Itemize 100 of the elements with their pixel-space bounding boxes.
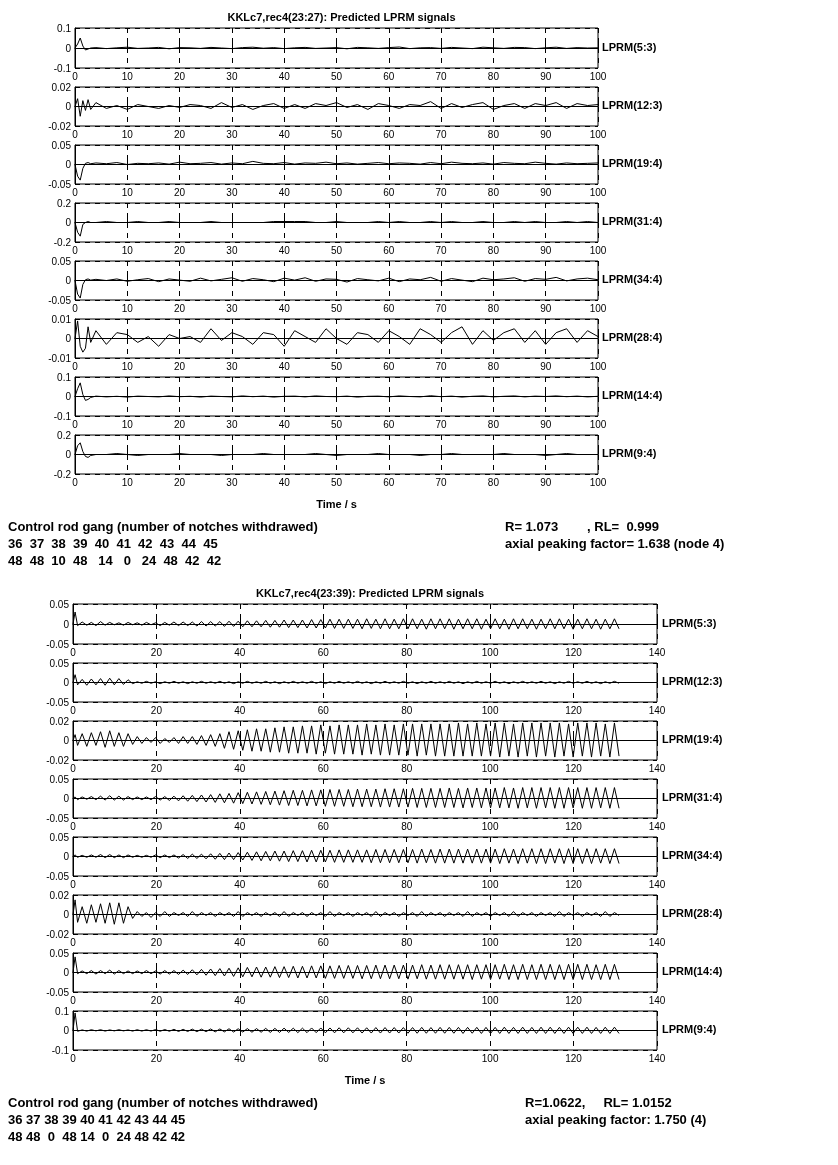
x-tick-label: 100 [589,476,607,488]
x-tick-label: 100 [589,418,607,430]
x-tick-label: 70 [435,476,448,488]
x-tick-label: 50 [330,128,343,140]
y-tick-label: -0.02 [48,120,72,132]
x-tick-label: 40 [234,1052,246,1064]
x-tick-label: 60 [383,476,395,488]
x-tick-label: 50 [330,360,343,372]
x-tick-label: 40 [234,820,246,832]
x-tick-label: 40 [234,994,246,1006]
y-tick-label: -0.05 [46,812,70,824]
y-tick-label: 0 [63,793,70,804]
y-tick-label: -0.05 [46,870,70,882]
x-tick-label: 60 [383,70,395,82]
y-tick-label: 0 [63,618,70,630]
x-tick-label: 20 [174,244,186,256]
x-tick-label: 50 [330,70,343,82]
y-tick-label: 0 [63,967,70,978]
x-tick-label: 60 [317,820,330,832]
y-tick-label: -0.05 [46,638,70,650]
x-tick-label: 100 [481,1052,499,1064]
x-tick-label: 10 [121,302,134,314]
text: 36 37 38 39 40 41 42 43 44 45 [8,1112,186,1127]
x-tick-label: 80 [487,186,500,198]
x-tick-label: 100 [481,704,499,716]
x-tick-label: 70 [435,360,448,372]
x-tick-label: 10 [121,360,134,372]
legend-label: LPRM(9:4) [602,446,657,459]
x-tick-label: 50 [330,476,343,488]
x-tick-label: 50 [330,302,343,314]
x-tick-label: 30 [226,70,238,82]
x-tick-label: 20 [150,646,163,658]
x-tick-label: 100 [589,186,607,198]
y-tick-label: 0 [65,159,72,170]
x-tick-label: 40 [278,418,291,430]
x-tick-label: 60 [317,704,330,716]
x-tick-label: 70 [435,70,448,82]
legend-label: LPRM(14:4) [602,388,663,401]
x-tick-label: 90 [540,186,552,198]
y-tick-label: 0.2 [57,429,72,441]
x-tick-label: 80 [487,128,500,140]
legend-label: LPRM(12:3) [662,674,723,687]
y-tick-label: 0.1 [57,22,72,34]
x-tick-label: 10 [121,476,134,488]
x-tick-label: 40 [278,70,291,82]
x-tick-label: 20 [150,762,163,774]
x-tick-label: 80 [487,244,500,256]
x-tick-label: 60 [383,244,395,256]
x-tick-label: 10 [121,244,134,256]
y-tick-label: -0.05 [48,178,72,190]
text: 36 37 38 39 40 41 42 43 44 45 [8,536,218,551]
x-tick-label: 120 [565,704,583,716]
y-tick-label: 0.01 [51,313,72,325]
x-tick-label: 120 [565,994,583,1006]
x-axis-title: Time / s [316,497,357,510]
y-tick-label: 0 [65,217,72,228]
x-tick-label: 20 [150,704,163,716]
y-tick-label: 0.2 [57,197,72,209]
x-tick-label: 60 [383,418,395,430]
x-tick-label: 80 [487,476,500,488]
x-tick-label: 100 [481,936,499,948]
x-tick-label: 100 [481,646,499,658]
x-tick-label: 120 [565,1052,583,1064]
x-tick-label: 20 [150,936,163,948]
x-tick-label: 40 [278,302,291,314]
x-tick-label: 10 [121,70,134,82]
legend-label: LPRM(19:4) [662,732,723,745]
x-tick-label: 90 [540,302,552,314]
x-tick-label: 100 [481,878,499,890]
x-tick-label: 40 [234,936,246,948]
x-tick-label: 100 [589,128,607,140]
x-tick-label: 20 [150,1052,163,1064]
x-tick-label: 140 [648,994,666,1006]
x-tick-label: 140 [648,762,666,774]
x-tick-label: 120 [565,936,583,948]
y-tick-label: -0.2 [53,468,72,480]
y-tick-label: 0 [65,42,72,54]
y-tick-label: 0.05 [49,773,70,785]
x-tick-label: 80 [401,1052,413,1064]
x-tick-label: 60 [383,360,395,372]
legend-label: LPRM(31:4) [662,790,723,803]
x-tick-label: 60 [317,936,330,948]
x-tick-label: 80 [401,704,413,716]
x-tick-label: 90 [540,476,552,488]
legend-label: LPRM(19:4) [602,156,663,169]
x-tick-label: 100 [481,994,499,1006]
x-tick-label: 40 [234,878,246,890]
legend-label: LPRM(31:4) [602,214,663,227]
y-tick-label: 0.05 [49,947,70,959]
x-tick-label: 50 [330,186,343,198]
x-tick-label: 60 [383,186,395,198]
x-tick-label: 90 [540,244,552,256]
legend-label: LPRM(34:4) [662,848,723,861]
x-tick-label: 140 [648,704,666,716]
x-tick-label: 100 [481,762,499,774]
x-tick-label: 80 [487,70,500,82]
y-tick-label: 0 [65,275,72,286]
x-tick-label: 30 [226,418,238,430]
y-tick-label: 0 [63,909,70,920]
x-tick-label: 140 [648,1052,666,1064]
